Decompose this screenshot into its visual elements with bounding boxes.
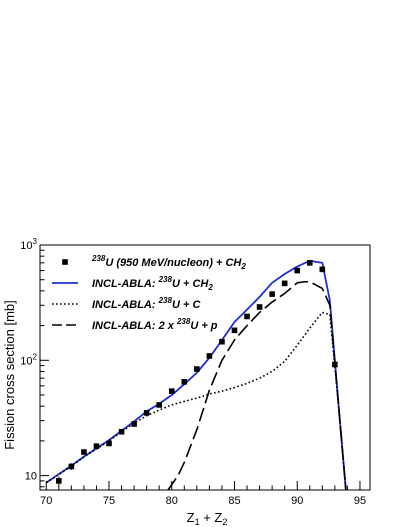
- x-tick-label: 85: [228, 495, 240, 507]
- series-line-incl_ch2: [45, 259, 347, 490]
- x-tick-label: 75: [103, 495, 115, 507]
- data-point: [231, 327, 238, 334]
- legend-entry-incl_p: INCL-ABLA: 2 x 238U + p: [92, 317, 218, 332]
- data-point: [93, 443, 100, 449]
- data-point: [256, 304, 263, 310]
- x-tick-label: 90: [291, 495, 303, 507]
- data-point: [269, 291, 275, 297]
- data-point: [281, 280, 288, 287]
- legend-entry-incl_ch2: INCL-ABLA: 238U + CH2: [92, 275, 213, 292]
- data-point: [194, 366, 200, 372]
- x-axis-label: Z1 + Z2: [187, 510, 228, 527]
- series-line-incl_p: [167, 280, 347, 490]
- x-tick-label: 70: [40, 495, 52, 507]
- data-point: [332, 361, 338, 368]
- data-point: [118, 428, 125, 435]
- legend-entry-incl_c: INCL-ABLA: 238U + C: [92, 296, 201, 311]
- legend: 238U (950 MeV/nucleon) + CH2 INCL-ABLA: 2…: [52, 254, 246, 332]
- legend-marker-data: [62, 259, 68, 265]
- y-tick-label: 102: [20, 352, 37, 367]
- data-point: [168, 388, 175, 394]
- data-point: [244, 313, 250, 320]
- axes: 70 75 80 85 90 95 10 102 103: [20, 237, 371, 507]
- x-tick-label: 80: [166, 495, 178, 507]
- data-point: [56, 478, 62, 484]
- data-point: [131, 421, 137, 427]
- plot-frame: [39, 244, 371, 491]
- series-line-incl_c: [45, 311, 347, 490]
- data-point: [143, 410, 150, 416]
- y-tick-label: 103: [20, 237, 37, 252]
- data-point: [294, 267, 301, 274]
- y-tick-label: 10: [25, 471, 37, 483]
- data-point: [181, 379, 188, 385]
- plot-series-group: [45, 259, 347, 490]
- plot-area: [45, 259, 347, 490]
- legend-entry-data: 238U (950 MeV/nucleon) + CH2: [91, 254, 246, 271]
- data-point: [81, 449, 87, 455]
- axis-labels: Fission cross section [mb] Z1 + Z2: [2, 300, 227, 527]
- data-point: [68, 463, 75, 470]
- y-axis-label: Fission cross section [mb]: [2, 300, 17, 450]
- data-point: [206, 353, 213, 359]
- data-point: [219, 338, 225, 345]
- data-point: [306, 260, 313, 266]
- data-point: [319, 266, 326, 273]
- x-tick-label: 95: [354, 495, 366, 507]
- data-point: [106, 440, 112, 447]
- data-point: [156, 402, 163, 408]
